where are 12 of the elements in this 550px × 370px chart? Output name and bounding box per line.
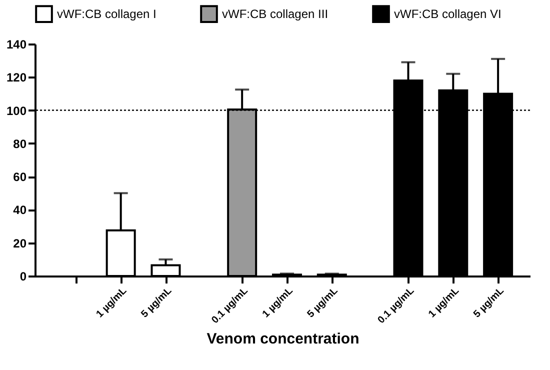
y-tick-label: 140 bbox=[6, 38, 27, 52]
legend-label: vWF:CB collagen I bbox=[57, 7, 156, 22]
y-tick-label: 80 bbox=[13, 136, 27, 151]
y-tick-label: 0 bbox=[20, 270, 27, 284]
x-axis-title: Venom concentration bbox=[206, 330, 360, 348]
y-tick-label: 40 bbox=[13, 203, 27, 218]
legend-label: vWF:CB collagen III bbox=[222, 7, 328, 22]
y-tick-label: 120 bbox=[6, 70, 27, 85]
y-tick-label: 20 bbox=[13, 236, 27, 250]
legend-label: vWF:CB collagen VI bbox=[394, 7, 502, 22]
y-tick-label: 60 bbox=[13, 170, 27, 184]
y-tick-label: 100 bbox=[6, 104, 27, 118]
